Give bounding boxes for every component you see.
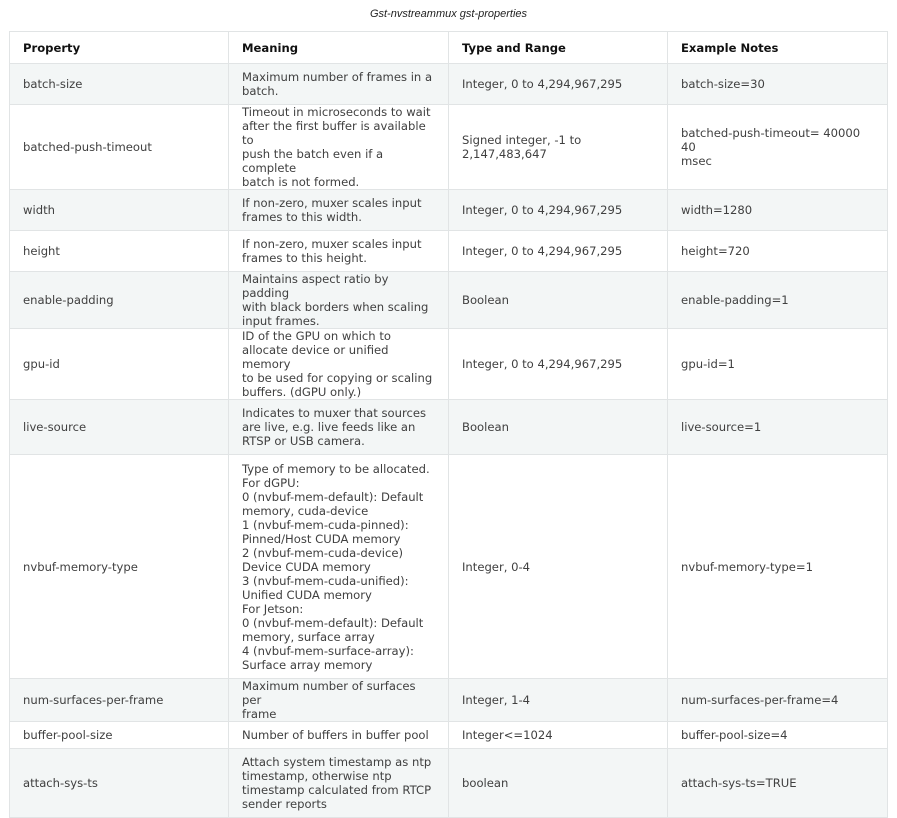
- header-example-notes: Example Notes: [667, 31, 888, 64]
- meaning-cell: If non-zero, muxer scales input frames t…: [228, 189, 449, 231]
- meaning-cell: If non-zero, muxer scales input frames t…: [228, 230, 449, 272]
- property-cell: buffer-pool-size: [9, 721, 229, 749]
- type-range-cell: Integer, 0 to 4,294,967,295: [448, 328, 668, 400]
- example-cell: enable-padding=1: [667, 271, 888, 329]
- properties-table: Property Meaning Type and Range Example …: [9, 31, 888, 818]
- type-range-cell: Integer, 0 to 4,294,967,295: [448, 63, 668, 105]
- property-cell: width: [9, 189, 229, 231]
- example-cell: buffer-pool-size=4: [667, 721, 888, 749]
- meaning-cell: Indicates to muxer that sources are live…: [228, 399, 449, 455]
- table-row: height If non-zero, muxer scales input fr…: [9, 230, 888, 272]
- type-range-cell: Integer<=1024: [448, 721, 668, 749]
- example-cell: height=720: [667, 230, 888, 272]
- table-row: num-surfaces-per-frame Maximum number of …: [9, 678, 888, 722]
- type-range-cell: Boolean: [448, 271, 668, 329]
- meaning-cell: ID of the GPU on which to allocate devic…: [228, 328, 449, 400]
- table-row: live-source Indicates to muxer that sourc…: [9, 399, 888, 455]
- header-type-range: Type and Range: [448, 31, 668, 64]
- header-property: Property: [9, 31, 229, 64]
- property-cell: batched-push-timeout: [9, 104, 229, 190]
- table-caption: Gst-nvstreammux gst-properties: [369, 8, 528, 20]
- property-cell: height: [9, 230, 229, 272]
- meaning-cell: Maintains aspect ratio by padding with b…: [228, 271, 449, 329]
- type-range-cell: Integer, 0 to 4,294,967,295: [448, 189, 668, 231]
- type-range-cell: Integer, 1-4: [448, 678, 668, 722]
- example-cell: batch-size=30: [667, 63, 888, 105]
- type-range-cell: Boolean: [448, 399, 668, 455]
- table-row: nvbuf-memory-type Type of memory to be al…: [9, 454, 888, 679]
- type-range-cell: Integer, 0 to 4,294,967,295: [448, 230, 668, 272]
- meaning-cell: Timeout in microseconds to wait after th…: [228, 104, 449, 190]
- example-cell: num-surfaces-per-frame=4: [667, 678, 888, 722]
- property-cell: num-surfaces-per-frame: [9, 678, 229, 722]
- header-meaning: Meaning: [228, 31, 449, 64]
- header-row: Property Meaning Type and Range Example …: [9, 31, 888, 64]
- meaning-cell: Maximum number of frames in a batch.: [228, 63, 449, 105]
- example-cell: width=1280: [667, 189, 888, 231]
- type-range-cell: Integer, 0-4: [448, 454, 668, 679]
- example-cell: live-source=1: [667, 399, 888, 455]
- property-cell: enable-padding: [9, 271, 229, 329]
- table-row: batched-push-timeout Timeout in microseco…: [9, 104, 888, 190]
- meaning-cell: Maximum number of surfaces per frame: [228, 678, 449, 722]
- meaning-cell: Number of buffers in buffer pool: [228, 721, 449, 749]
- table-row: buffer-pool-size Number of buffers in buf…: [9, 721, 888, 749]
- table-row: attach-sys-ts Attach system timestamp as …: [9, 748, 888, 818]
- example-cell: attach-sys-ts=TRUE: [667, 748, 888, 818]
- type-range-cell: Signed integer, -1 to 2,147,483,647: [448, 104, 668, 190]
- table-row: batch-size Maximum number of frames in a …: [9, 63, 888, 105]
- table-row: width If non-zero, muxer scales input fra…: [9, 189, 888, 231]
- property-cell: live-source: [9, 399, 229, 455]
- table-row: gpu-id ID of the GPU on which to allocate…: [9, 328, 888, 400]
- example-cell: batched-push-timeout= 40000 40 msec: [667, 104, 888, 190]
- example-cell: nvbuf-memory-type=1: [667, 454, 888, 679]
- example-cell: gpu-id=1: [667, 328, 888, 400]
- type-range-cell: boolean: [448, 748, 668, 818]
- meaning-cell: Attach system timestamp as ntp timestamp…: [228, 748, 449, 818]
- meaning-cell: Type of memory to be allocated. For dGPU…: [228, 454, 449, 679]
- property-cell: attach-sys-ts: [9, 748, 229, 818]
- property-cell: gpu-id: [9, 328, 229, 400]
- property-cell: batch-size: [9, 63, 229, 105]
- property-cell: nvbuf-memory-type: [9, 454, 229, 679]
- table-row: enable-padding Maintains aspect ratio by …: [9, 271, 888, 329]
